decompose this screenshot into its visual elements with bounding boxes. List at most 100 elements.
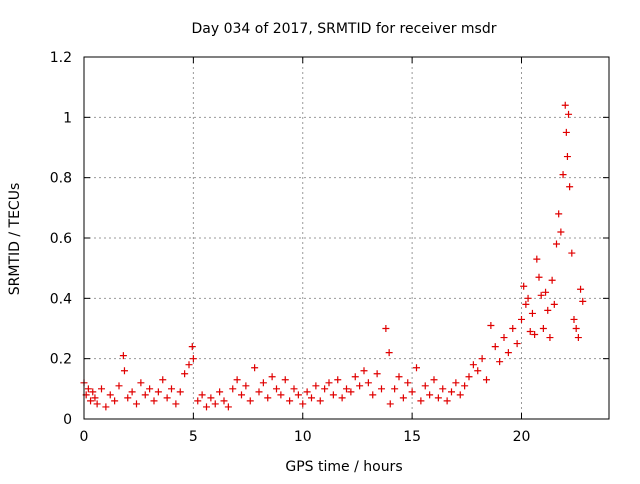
data-point <box>246 397 254 405</box>
data-point <box>518 315 525 323</box>
data-point <box>568 249 576 257</box>
data-point <box>312 382 320 390</box>
data-point <box>290 385 298 393</box>
data-point <box>211 400 219 408</box>
data-point <box>128 388 136 396</box>
data-point <box>487 321 495 329</box>
data-point <box>385 349 393 357</box>
data-point <box>316 397 324 405</box>
data-point <box>338 394 346 402</box>
data-point <box>546 334 554 342</box>
x-axis-label: GPS time / hours <box>285 459 402 475</box>
data-point <box>548 276 556 284</box>
data-point <box>303 388 311 396</box>
data-point <box>264 394 272 402</box>
data-point <box>87 397 95 405</box>
data-point <box>417 397 425 405</box>
data-point <box>321 385 329 393</box>
data-point <box>570 315 578 323</box>
data-point <box>102 403 110 411</box>
data-point <box>220 397 228 405</box>
data-point <box>356 382 364 390</box>
data-point <box>133 400 140 408</box>
data-point <box>308 394 315 402</box>
data-point <box>378 385 385 393</box>
data-point <box>176 388 184 396</box>
x-tick-label: 15 <box>403 429 421 445</box>
data-points <box>80 101 587 411</box>
data-point <box>509 325 517 332</box>
data-point <box>91 394 99 402</box>
data-point <box>513 340 521 348</box>
data-point <box>84 385 92 393</box>
data-point <box>557 228 565 236</box>
data-point <box>461 382 469 390</box>
data-point <box>524 294 532 302</box>
data-point <box>229 385 237 393</box>
data-point <box>242 382 250 390</box>
data-point <box>334 376 342 384</box>
data-point <box>386 400 394 408</box>
data-point <box>351 373 359 381</box>
data-point <box>563 153 571 161</box>
data-point <box>382 325 390 332</box>
data-point <box>115 382 123 390</box>
data-point <box>364 379 372 387</box>
data-point <box>343 385 350 393</box>
data-point <box>106 391 114 399</box>
data-point <box>188 343 196 351</box>
data-point <box>255 388 263 396</box>
data-point <box>572 325 580 332</box>
data-point <box>150 397 158 405</box>
data-point <box>522 300 530 308</box>
data-point <box>395 373 403 381</box>
data-point <box>426 391 434 399</box>
data-point <box>439 385 447 393</box>
data-point <box>408 388 416 396</box>
y-tick-label: 0 <box>63 412 72 428</box>
data-point <box>526 328 534 336</box>
data-point <box>194 397 202 405</box>
data-point <box>404 379 412 387</box>
data-point <box>154 388 162 396</box>
plot-frame <box>83 56 610 420</box>
data-point <box>413 364 420 372</box>
data-point <box>93 400 101 408</box>
data-point <box>89 388 97 396</box>
data-point <box>443 397 451 405</box>
data-point <box>531 331 539 339</box>
data-point <box>478 355 486 363</box>
y-axis-label: SRMTID / TECUs <box>7 183 23 296</box>
y-tick-label: 0.4 <box>50 291 72 307</box>
axis-ticks: 0 5 10 15 20 0 0.2 0.4 0.6 0.8 1 1.2 <box>50 50 609 445</box>
data-point <box>329 391 337 399</box>
data-point <box>469 361 477 369</box>
data-point <box>555 210 563 218</box>
x-tick-label: 0 <box>80 429 89 445</box>
y-tick-label: 0.2 <box>50 352 72 368</box>
data-point <box>448 388 455 396</box>
data-point <box>172 400 180 408</box>
data-point <box>456 391 464 399</box>
data-point <box>579 297 587 305</box>
x-tick-label: 10 <box>294 429 312 445</box>
data-point <box>496 358 504 366</box>
data-point <box>137 379 145 387</box>
data-point <box>189 355 197 363</box>
data-point <box>325 379 333 387</box>
data-point <box>535 273 543 281</box>
data-point <box>562 128 570 136</box>
data-point <box>224 403 232 411</box>
data-point <box>347 388 355 396</box>
data-point <box>198 391 206 399</box>
data-point <box>273 385 280 393</box>
data-point <box>430 376 438 384</box>
data-point <box>168 385 175 393</box>
data-point <box>491 343 499 351</box>
x-tick-label: 20 <box>513 429 531 445</box>
data-point <box>528 309 536 317</box>
data-point <box>550 300 558 308</box>
data-point <box>299 400 307 408</box>
